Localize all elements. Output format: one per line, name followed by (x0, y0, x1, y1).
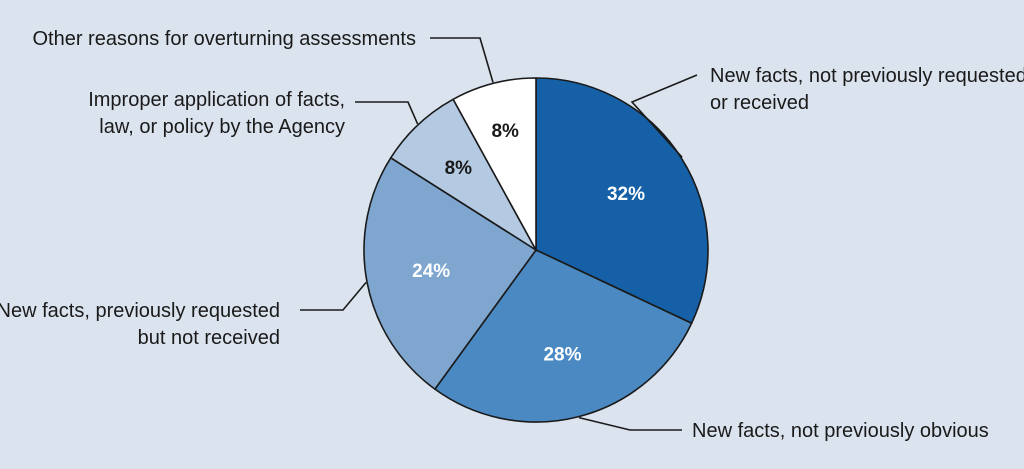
slice-percent-label: 24% (412, 261, 450, 282)
slice-category-label: law, or policy by the Agency (99, 116, 345, 138)
slice-category-label: Improper application of facts, (88, 89, 345, 111)
slice-category-label: New facts, previously requested (0, 300, 280, 322)
callout-leader-line (355, 101, 419, 125)
slice-percent-label: 8% (491, 121, 519, 142)
slice-category-label: New facts, not previously requested (710, 65, 1024, 87)
slice-percent-label: 28% (543, 344, 581, 365)
slice-category-label: or received (710, 92, 809, 114)
callout-leader-line (300, 281, 367, 311)
callout-leader-line (578, 416, 682, 431)
pie-slice (434, 249, 693, 423)
slice-category-label: New facts, not previously obvious (692, 420, 989, 442)
pie-percent-labels: 32% 28% 24% 8% 8% (412, 121, 645, 365)
pie-slice (363, 157, 537, 390)
pie-callouts: New facts, not previously requested or re… (0, 28, 1024, 442)
callout-leader-line (630, 74, 698, 158)
slice-percent-label: 8% (445, 158, 473, 179)
slice-category-label: but not received (138, 327, 280, 349)
slice-category-label: Other reasons for overturning assessment… (32, 28, 416, 50)
pie-slice (452, 77, 537, 251)
callout-leader-line (430, 37, 494, 83)
slice-percent-label: 32% (607, 184, 645, 205)
